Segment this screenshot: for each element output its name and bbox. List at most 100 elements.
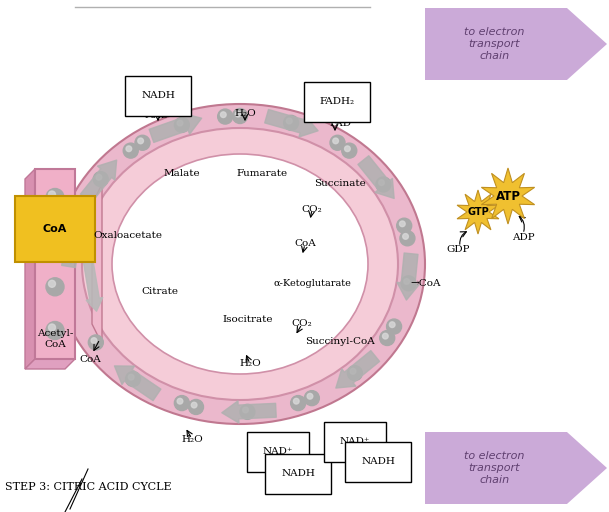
Text: Succinate: Succinate bbox=[314, 180, 366, 188]
Text: NADH: NADH bbox=[361, 458, 395, 466]
Text: Fumarate: Fumarate bbox=[236, 169, 287, 179]
Text: ADP: ADP bbox=[512, 233, 534, 243]
Text: CoA: CoA bbox=[43, 224, 67, 234]
Circle shape bbox=[91, 338, 97, 344]
Circle shape bbox=[138, 138, 144, 144]
Text: GDP: GDP bbox=[446, 245, 470, 254]
Circle shape bbox=[401, 276, 416, 291]
Text: NAD⁺: NAD⁺ bbox=[263, 447, 293, 457]
Circle shape bbox=[128, 374, 134, 380]
Text: NAD⁺: NAD⁺ bbox=[145, 112, 175, 120]
Circle shape bbox=[177, 398, 183, 404]
FancyArrowPatch shape bbox=[62, 220, 84, 268]
Circle shape bbox=[217, 109, 233, 124]
Circle shape bbox=[46, 232, 64, 250]
Text: CO₂: CO₂ bbox=[292, 319, 312, 329]
Text: CoA: CoA bbox=[294, 240, 316, 248]
Text: Malate: Malate bbox=[164, 169, 200, 179]
Circle shape bbox=[387, 319, 401, 334]
Text: Succinyl-CoA: Succinyl-CoA bbox=[305, 337, 375, 347]
Text: →CoA: →CoA bbox=[410, 280, 440, 288]
Text: Oxaloacetate: Oxaloacetate bbox=[94, 231, 163, 241]
Circle shape bbox=[243, 407, 248, 413]
Circle shape bbox=[294, 398, 299, 404]
Circle shape bbox=[376, 177, 391, 192]
Circle shape bbox=[379, 180, 384, 185]
Circle shape bbox=[330, 135, 345, 150]
Circle shape bbox=[49, 234, 55, 242]
Circle shape bbox=[177, 120, 183, 126]
Polygon shape bbox=[25, 169, 35, 369]
Text: GTP: GTP bbox=[467, 207, 489, 217]
Text: to electron
transport
chain: to electron transport chain bbox=[464, 28, 524, 60]
Circle shape bbox=[46, 278, 64, 296]
Circle shape bbox=[174, 396, 189, 411]
Ellipse shape bbox=[112, 154, 368, 374]
Polygon shape bbox=[92, 184, 102, 344]
Circle shape bbox=[382, 333, 388, 339]
FancyArrowPatch shape bbox=[114, 366, 161, 400]
FancyArrowPatch shape bbox=[149, 113, 202, 142]
Circle shape bbox=[135, 135, 150, 150]
Circle shape bbox=[125, 372, 141, 387]
Circle shape bbox=[350, 369, 356, 374]
Circle shape bbox=[123, 143, 138, 158]
Text: Acetyl-
CoA: Acetyl- CoA bbox=[37, 329, 73, 349]
Circle shape bbox=[49, 324, 55, 331]
Circle shape bbox=[286, 118, 292, 124]
Circle shape bbox=[284, 115, 298, 131]
Ellipse shape bbox=[55, 104, 425, 424]
Text: FAD: FAD bbox=[329, 119, 351, 129]
Circle shape bbox=[220, 112, 226, 118]
Circle shape bbox=[46, 188, 64, 206]
Polygon shape bbox=[425, 432, 607, 504]
Circle shape bbox=[72, 206, 88, 221]
Circle shape bbox=[235, 111, 241, 117]
Text: NADH: NADH bbox=[281, 470, 315, 479]
Circle shape bbox=[347, 366, 362, 380]
Ellipse shape bbox=[82, 128, 398, 400]
FancyArrowPatch shape bbox=[358, 156, 394, 199]
FancyArrowPatch shape bbox=[70, 244, 84, 264]
Circle shape bbox=[46, 322, 64, 339]
Circle shape bbox=[93, 172, 108, 186]
FancyBboxPatch shape bbox=[35, 169, 75, 359]
Circle shape bbox=[174, 117, 189, 133]
Circle shape bbox=[404, 279, 409, 284]
Circle shape bbox=[403, 233, 409, 239]
Text: H₂O: H₂O bbox=[239, 359, 261, 369]
Text: H₂O: H₂O bbox=[234, 110, 256, 118]
Text: H₂O: H₂O bbox=[181, 435, 203, 443]
Circle shape bbox=[88, 335, 104, 350]
FancyArrowPatch shape bbox=[397, 253, 419, 300]
Circle shape bbox=[304, 391, 319, 406]
Polygon shape bbox=[481, 168, 535, 224]
Text: CO₂: CO₂ bbox=[301, 204, 322, 214]
Circle shape bbox=[233, 109, 247, 123]
Text: α-Ketoglutarate: α-Ketoglutarate bbox=[273, 280, 351, 288]
Circle shape bbox=[126, 146, 132, 152]
Circle shape bbox=[345, 146, 350, 152]
Text: Isocitrate: Isocitrate bbox=[223, 314, 273, 324]
Circle shape bbox=[290, 396, 306, 411]
Text: CoA: CoA bbox=[79, 354, 101, 364]
Circle shape bbox=[49, 280, 55, 287]
Polygon shape bbox=[457, 190, 499, 234]
FancyArrowPatch shape bbox=[222, 401, 276, 423]
Circle shape bbox=[400, 221, 405, 227]
Circle shape bbox=[191, 402, 197, 408]
Text: Citrate: Citrate bbox=[141, 288, 178, 296]
Text: STEP 3: CITRIC ACID CYCLE: STEP 3: CITRIC ACID CYCLE bbox=[5, 482, 172, 492]
FancyArrowPatch shape bbox=[265, 110, 318, 137]
Circle shape bbox=[396, 218, 412, 233]
Text: NAD⁺: NAD⁺ bbox=[340, 437, 370, 446]
Text: FADH₂: FADH₂ bbox=[320, 97, 354, 106]
Circle shape bbox=[389, 322, 395, 328]
Text: ATP: ATP bbox=[496, 189, 521, 203]
FancyArrowPatch shape bbox=[336, 351, 379, 388]
Circle shape bbox=[307, 393, 313, 399]
Circle shape bbox=[189, 399, 203, 414]
Circle shape bbox=[333, 138, 339, 144]
Circle shape bbox=[240, 404, 255, 419]
FancyArrowPatch shape bbox=[80, 160, 117, 203]
